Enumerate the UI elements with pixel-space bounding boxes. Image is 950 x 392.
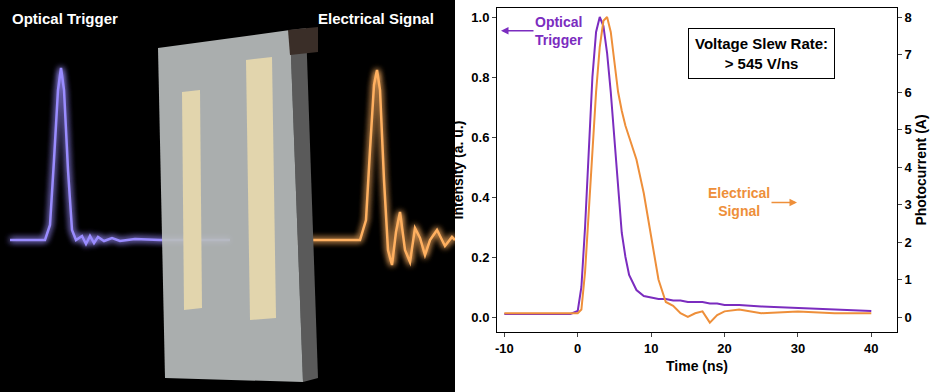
svg-text:Voltage Slew Rate:> 545 V/ns: Voltage Slew Rate:> 545 V/ns xyxy=(695,35,828,72)
svg-text:0: 0 xyxy=(905,310,912,325)
svg-text:40: 40 xyxy=(864,341,878,356)
svg-text:3: 3 xyxy=(905,197,912,212)
svg-text:0.0: 0.0 xyxy=(471,310,489,325)
svg-text:0: 0 xyxy=(574,341,581,356)
svg-text:0.2: 0.2 xyxy=(471,250,489,265)
svg-text:Electrical Signal: Electrical Signal xyxy=(318,10,434,27)
svg-text:0.4: 0.4 xyxy=(471,190,490,205)
svg-text:2: 2 xyxy=(905,235,912,250)
svg-text:1: 1 xyxy=(905,272,912,287)
svg-text:10: 10 xyxy=(644,341,658,356)
svg-text:6: 6 xyxy=(905,85,912,100)
svg-text:20: 20 xyxy=(717,341,731,356)
svg-text:8: 8 xyxy=(905,10,912,25)
svg-text:Time (ns): Time (ns) xyxy=(666,358,728,374)
svg-text:OpticalTrigger: OpticalTrigger xyxy=(535,14,583,48)
svg-text:Photocurrent (A): Photocurrent (A) xyxy=(913,114,929,225)
svg-text:ElectricalSignal: ElectricalSignal xyxy=(708,185,770,219)
svg-text:0.8: 0.8 xyxy=(471,70,489,85)
svg-text:Intensity (a. u.): Intensity (a. u.) xyxy=(450,121,466,220)
svg-text:Optical Trigger: Optical Trigger xyxy=(12,10,118,27)
svg-text:7: 7 xyxy=(905,47,912,62)
svg-text:1.0: 1.0 xyxy=(471,10,489,25)
svg-text:4: 4 xyxy=(905,160,913,175)
svg-text:5: 5 xyxy=(905,122,912,137)
svg-text:0.6: 0.6 xyxy=(471,130,489,145)
svg-text:30: 30 xyxy=(791,341,805,356)
svg-text:-10: -10 xyxy=(495,341,514,356)
